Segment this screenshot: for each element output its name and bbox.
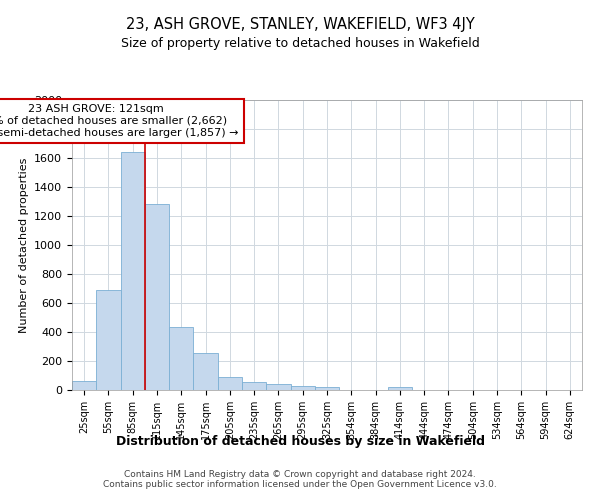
Bar (193, 353, 218, 390)
Bar (169, 327, 193, 390)
Bar (145, 204, 169, 390)
Text: 23, ASH GROVE, STANLEY, WAKEFIELD, WF3 4JY: 23, ASH GROVE, STANLEY, WAKEFIELD, WF3 4… (125, 18, 475, 32)
Bar (266, 384, 290, 390)
Y-axis label: Number of detached properties: Number of detached properties (19, 158, 29, 332)
Bar (72, 380, 96, 390)
Text: 23 ASH GROVE: 121sqm
← 59% of detached houses are smaller (2,662)
41% of semi-de: 23 ASH GROVE: 121sqm ← 59% of detached h… (0, 104, 238, 138)
Text: Distribution of detached houses by size in Wakefield: Distribution of detached houses by size … (115, 435, 485, 448)
Bar (388, 387, 412, 390)
Bar (121, 152, 145, 390)
Bar (218, 377, 242, 390)
Bar (315, 387, 339, 390)
Bar (242, 382, 266, 390)
Text: Contains HM Land Registry data © Crown copyright and database right 2024.
Contai: Contains HM Land Registry data © Crown c… (103, 470, 497, 490)
Bar (96, 290, 121, 390)
Bar (290, 386, 315, 390)
Text: Size of property relative to detached houses in Wakefield: Size of property relative to detached ho… (121, 38, 479, 51)
